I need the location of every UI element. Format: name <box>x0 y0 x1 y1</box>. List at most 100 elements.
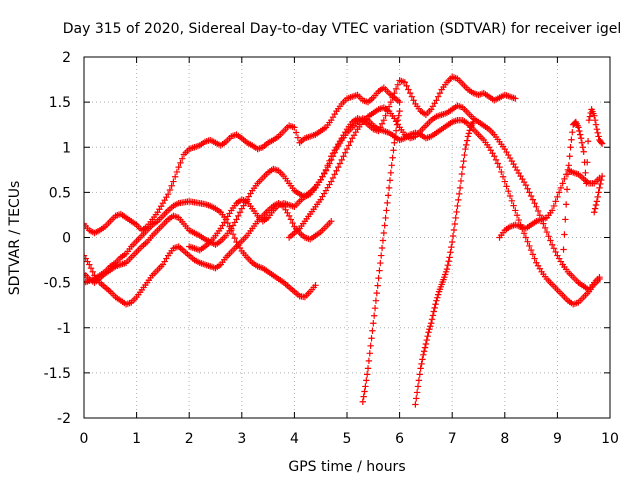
data-point <box>432 301 439 308</box>
data-point <box>448 243 455 251</box>
data-point <box>328 218 335 225</box>
data-point <box>463 141 470 149</box>
data-point <box>403 82 410 90</box>
data-point <box>380 116 388 124</box>
data-point <box>393 121 401 128</box>
data-point <box>294 134 302 141</box>
data-point <box>362 383 369 390</box>
data-point <box>562 201 570 208</box>
data-point <box>335 163 342 171</box>
data-point <box>368 335 375 342</box>
x-tick-label: 3 <box>237 431 246 447</box>
data-point <box>361 388 368 395</box>
data-point <box>389 154 396 161</box>
data-point <box>462 145 469 153</box>
data-point <box>584 159 591 166</box>
data-point <box>292 129 300 136</box>
data-point <box>548 207 556 214</box>
data-point <box>413 389 421 396</box>
data-point <box>426 326 433 333</box>
y-tick-label: -2 <box>57 411 71 427</box>
data-point <box>177 159 184 167</box>
x-tick-label: 5 <box>343 431 352 447</box>
y-tick-label: 1.5 <box>49 95 71 111</box>
data-point <box>459 163 466 171</box>
data-point <box>378 244 386 252</box>
data-point <box>460 157 467 165</box>
y-axis-title: SDTVAR / TECUs <box>7 181 23 296</box>
data-point <box>410 97 417 104</box>
y-tick-label: 0.5 <box>49 185 71 201</box>
data-point <box>370 312 378 319</box>
x-axis-title: GPS time / hours <box>288 459 405 475</box>
data-point <box>392 127 400 134</box>
data-point <box>328 178 335 185</box>
y-tick-label: -1.5 <box>44 366 71 382</box>
data-point <box>454 202 461 210</box>
x-tick-label: 0 <box>80 431 89 447</box>
data-point <box>503 183 510 190</box>
data-point <box>584 138 592 145</box>
y-tick-label: -1 <box>57 321 71 337</box>
data-point <box>379 237 387 244</box>
data-point <box>427 323 434 330</box>
data-point <box>592 201 600 209</box>
data-point <box>598 139 605 146</box>
data-point <box>456 190 463 198</box>
data-point <box>567 144 574 151</box>
data-point <box>461 151 468 159</box>
data-point <box>576 127 583 135</box>
data-point <box>173 168 181 176</box>
series-arc-7 <box>359 107 403 405</box>
data-point <box>529 251 537 258</box>
data-point <box>388 162 395 169</box>
data-point <box>527 246 535 254</box>
data-point <box>233 216 240 223</box>
data-point <box>433 297 440 304</box>
data-point <box>492 156 500 164</box>
data-point <box>579 144 587 151</box>
data-point <box>363 371 371 378</box>
data-point <box>312 282 319 289</box>
data-point <box>447 249 454 256</box>
y-tick-label: 2 <box>62 50 71 66</box>
data-point <box>520 230 528 237</box>
data-point <box>552 248 559 256</box>
data-point <box>378 120 386 127</box>
data-point <box>541 224 549 232</box>
data-point <box>322 167 330 174</box>
data-point <box>236 209 244 216</box>
data-point <box>586 113 594 120</box>
data-point <box>598 140 606 147</box>
data-point <box>531 200 538 207</box>
data-point <box>425 329 432 336</box>
data-point <box>235 212 242 220</box>
data-point <box>563 186 571 193</box>
data-point <box>527 192 535 200</box>
x-tick-label: 7 <box>448 431 457 447</box>
data-point <box>470 118 477 126</box>
data-point <box>178 155 186 162</box>
data-point <box>401 79 409 86</box>
data-point <box>381 222 388 229</box>
data-point <box>534 207 542 215</box>
data-point <box>515 216 523 224</box>
data-point <box>522 181 530 189</box>
data-point <box>465 130 473 137</box>
data-point <box>372 297 380 304</box>
data-point <box>385 192 392 199</box>
chart-title: Day 315 of 2020, Sidereal Day-to-day VTE… <box>63 21 622 37</box>
data-point <box>444 261 452 269</box>
data-point <box>513 212 521 219</box>
series-arc-4 <box>84 73 519 286</box>
data-point <box>422 340 430 348</box>
data-point <box>434 93 442 100</box>
data-point <box>367 342 374 349</box>
data-point <box>568 136 575 143</box>
data-point <box>347 138 354 146</box>
data-point <box>416 371 423 378</box>
data-point <box>451 220 459 228</box>
data-point <box>450 226 458 234</box>
data-point <box>491 153 498 160</box>
data-point <box>392 85 400 93</box>
